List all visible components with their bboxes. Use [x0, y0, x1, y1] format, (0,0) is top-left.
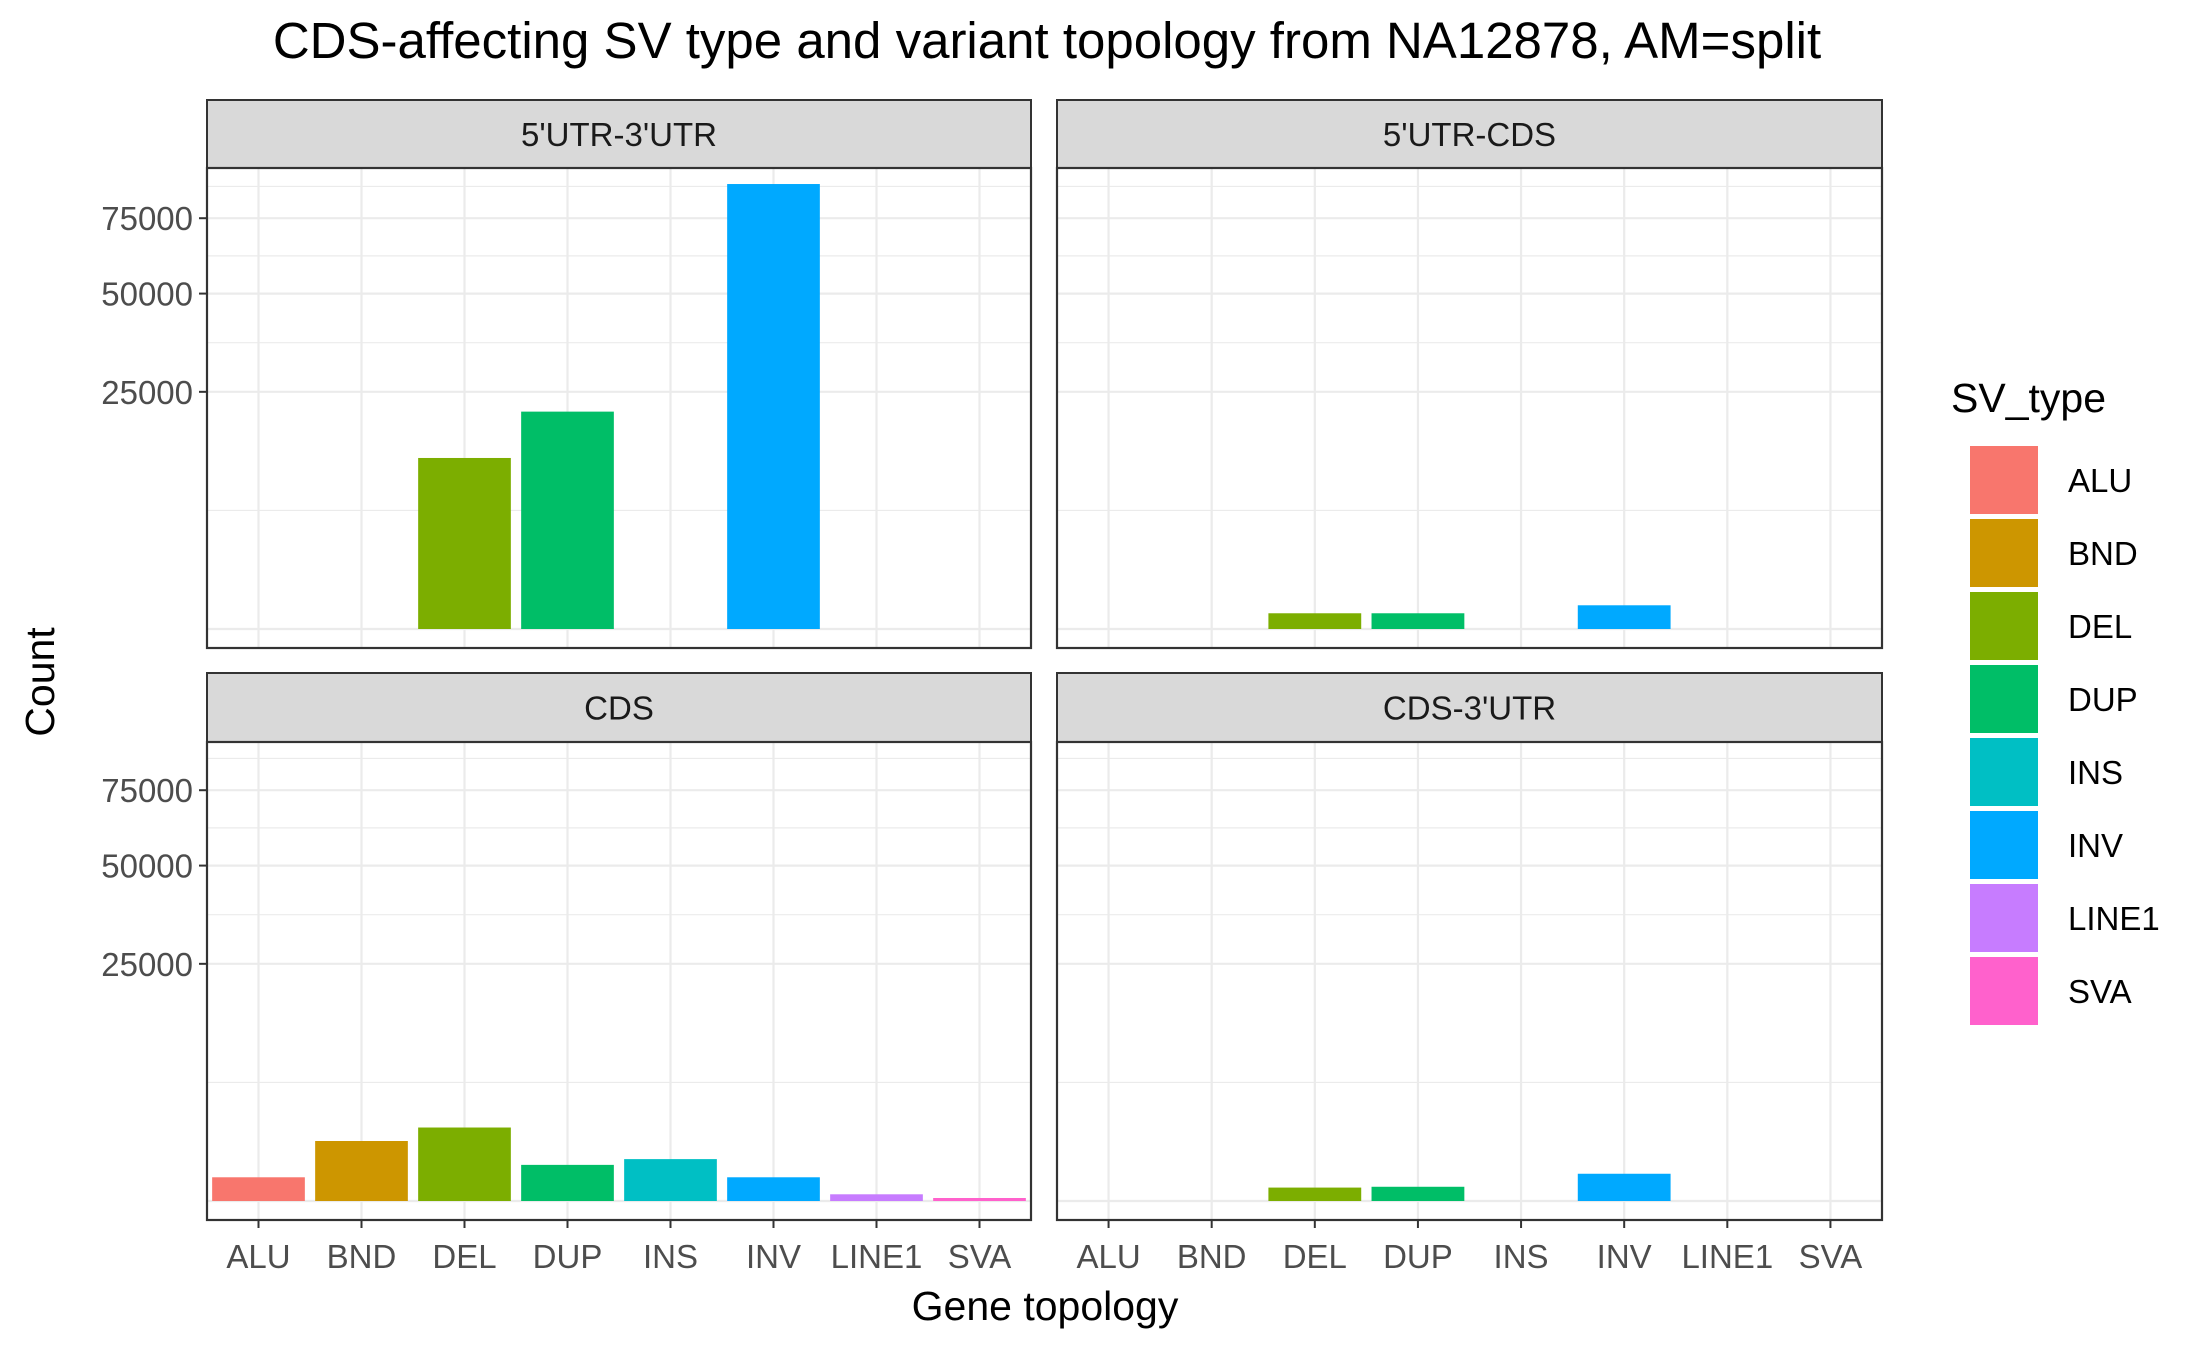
panel-background — [1057, 168, 1882, 648]
bar-del — [418, 1127, 511, 1201]
x-tick-label: BND — [1177, 1238, 1247, 1275]
legend-swatch-bnd — [1970, 519, 2038, 587]
facet-label: 5'UTR-CDS — [1383, 116, 1556, 153]
panel-border — [1055, 166, 1884, 650]
x-tick-label: SVA — [948, 1238, 1012, 1275]
facet-label: 5'UTR-3'UTR — [521, 116, 717, 153]
panel-border — [1055, 740, 1884, 1222]
legend-items: ALU BND DEL DUP INS INV LINE1 SVA — [1970, 446, 2160, 1025]
x-tick-label: DUP — [1383, 1238, 1453, 1275]
facet-label: CDS-3'UTR — [1383, 690, 1556, 727]
y-axis-label: Count — [17, 627, 63, 737]
x-tick-label: INS — [643, 1238, 698, 1275]
facet-strip — [1056, 672, 1883, 743]
facet-label: CDS — [584, 690, 654, 727]
bar-line1 — [830, 1194, 923, 1201]
panels-group: 5'UTR-3'UTR 25000 50000 75000 5'UTR-CDS CDS 25… — [101, 99, 1884, 1275]
x-axis-label: Gene topology — [912, 1283, 1179, 1329]
facet-panel: CDS-3'UTR ALU BND DEL DUP INS INV LINE1 SVA — [1055, 672, 1884, 1275]
y-tick-label: 75000 — [101, 772, 193, 809]
panel-background — [207, 168, 1031, 648]
legend-label: INS — [2068, 754, 2123, 791]
y-tick-label: 50000 — [101, 848, 193, 885]
bar-inv — [1577, 1173, 1671, 1201]
bar-del — [1268, 613, 1362, 629]
x-tick-label: ALU — [1076, 1238, 1140, 1275]
bar-inv — [727, 184, 820, 630]
y-tick-label: 25000 — [101, 946, 193, 983]
legend-label: DEL — [2068, 608, 2132, 645]
legend-label: LINE1 — [2068, 900, 2160, 937]
bar-del — [418, 457, 511, 629]
legend-swatch-alu — [1970, 446, 2038, 514]
legend: SV_type ALU BND DEL DUP INS INV LINE1 SVA — [1951, 375, 2160, 1025]
bar-del — [1268, 1187, 1362, 1201]
legend-swatch-ins — [1970, 738, 2038, 806]
bar-dup — [1371, 1186, 1465, 1201]
x-tick-label: BND — [327, 1238, 397, 1275]
x-tick-label: SVA — [1799, 1238, 1863, 1275]
panel-background — [207, 742, 1031, 1220]
facet-panel: CDS 25000 50000 75000 ALU BND DEL DUP INS INV LINE… — [101, 672, 1033, 1275]
facet-panel: 5'UTR-3'UTR 25000 50000 75000 — [101, 99, 1033, 650]
bar-dup — [521, 411, 614, 629]
legend-swatch-line1 — [1970, 884, 2038, 952]
panel-border — [205, 740, 1033, 1222]
bar-inv — [1577, 605, 1671, 629]
bar-sva — [933, 1198, 1026, 1201]
bar-inv — [727, 1177, 820, 1201]
x-tick-label: DUP — [533, 1238, 603, 1275]
bar-alu — [212, 1177, 305, 1201]
legend-label: SVA — [2068, 973, 2132, 1010]
legend-swatch-dup — [1970, 665, 2038, 733]
x-tick-label: LINE1 — [1681, 1238, 1773, 1275]
legend-swatch-sva — [1970, 957, 2038, 1025]
x-tick-label: DEL — [432, 1238, 496, 1275]
chart-title: CDS-affecting SV type and variant topolo… — [273, 12, 1821, 69]
x-tick-label: LINE1 — [831, 1238, 923, 1275]
legend-swatch-inv — [1970, 811, 2038, 879]
legend-label: BND — [2068, 535, 2138, 572]
x-tick-label: INV — [746, 1238, 801, 1275]
panel-background — [1057, 742, 1882, 1220]
legend-title: SV_type — [1951, 375, 2106, 421]
panel-border — [205, 166, 1033, 650]
x-tick-label: INV — [1597, 1238, 1652, 1275]
bar-ins — [624, 1159, 717, 1201]
legend-swatch-del — [1970, 592, 2038, 660]
facet-strip — [206, 99, 1032, 169]
x-tick-label: DEL — [1283, 1238, 1347, 1275]
legend-label: INV — [2068, 827, 2123, 864]
y-tick-label: 25000 — [101, 374, 193, 411]
bar-dup — [521, 1164, 614, 1201]
facet-panel: 5'UTR-CDS — [1055, 99, 1884, 650]
legend-label: ALU — [2068, 462, 2132, 499]
x-tick-label: ALU — [226, 1238, 290, 1275]
bar-bnd — [315, 1141, 408, 1201]
y-tick-label: 75000 — [101, 200, 193, 237]
legend-label: DUP — [2068, 681, 2138, 718]
y-tick-label: 50000 — [101, 276, 193, 313]
bar-dup — [1371, 613, 1465, 629]
x-tick-label: INS — [1494, 1238, 1549, 1275]
